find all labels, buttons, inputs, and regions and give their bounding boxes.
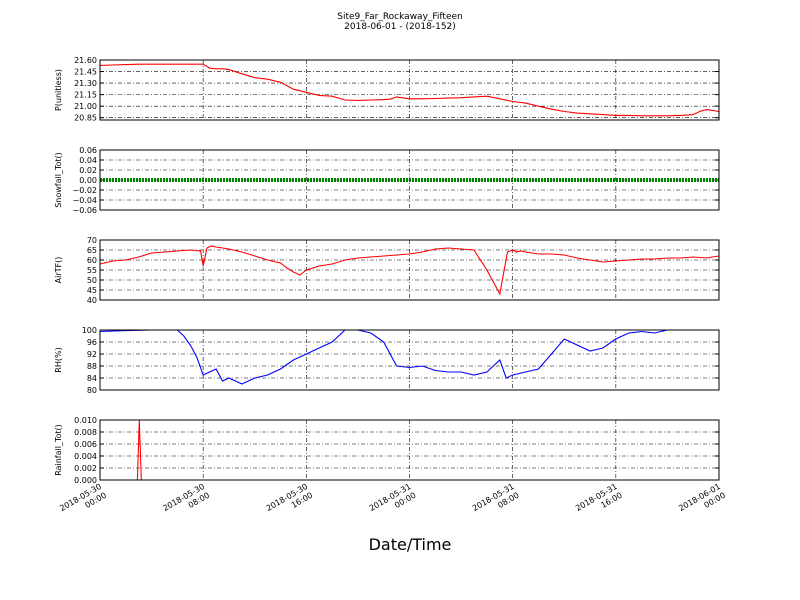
ytick-label: 50 [87, 276, 97, 285]
chart-title: Site9_Far_Rockaway_Fifteen [337, 12, 463, 22]
ytick-label: 21.60 [74, 56, 97, 65]
ytick-label: 80 [87, 386, 97, 395]
ytick-label: 21.30 [74, 79, 97, 88]
ytick-label: 0.008 [74, 428, 97, 437]
ytick-label: 21.15 [74, 91, 97, 100]
panel-frame [99, 329, 720, 391]
pressure-series-line [99, 63, 720, 117]
ytick-label: 96 [87, 338, 97, 347]
panels-group: 21.60 21.45 21.30 21.15 21.00 20.85 P(unitless… [54, 56, 720, 485]
ytick-label: 21.00 [74, 102, 97, 111]
panel-frame [99, 149, 720, 211]
rainfall-panel: 0.010 0.008 0.006 0.004 0.002 0.000 Rainfall_T… [54, 416, 720, 485]
ytick-label: 92 [87, 350, 97, 359]
ytick-label: −0.02 [72, 186, 97, 195]
ytick-label: 65 [87, 246, 97, 255]
ytick-label: 55 [87, 266, 97, 275]
ytick-label: 84 [87, 374, 97, 383]
y-axis-label: AirTF() [54, 257, 63, 284]
ytick-label: 0.02 [79, 166, 97, 175]
ytick-label: 0.000 [74, 476, 97, 485]
panel-frame [99, 239, 720, 301]
ytick-label: 0.004 [74, 452, 97, 461]
y-axis-label: P(unitless) [54, 69, 63, 111]
ytick-label: 0.010 [74, 416, 97, 425]
airtemp-series-line [99, 245, 720, 296]
rh-panel: 100 96 92 88 84 80 RH(%) [54, 326, 720, 395]
snowfall-panel: 0.060.040.020.00−0.02−0.04−0.06 Snowfall_… [54, 146, 720, 215]
ytick-label: 0.006 [74, 440, 97, 449]
ytick-label: 60 [87, 256, 97, 265]
pressure-panel: 21.60 21.45 21.30 21.15 21.00 20.85 P(unitless… [54, 56, 720, 123]
ytick-label: 0.002 [74, 464, 97, 473]
chart-subtitle: 2018-06-01 - (2018-152) [344, 22, 456, 32]
ytick-label: 45 [87, 286, 97, 295]
panel-frame [99, 59, 720, 121]
y-axis-label: RH(%) [54, 347, 63, 372]
ytick-label: 21.45 [74, 68, 97, 77]
y-axis-label: Snowfall_Tot() [54, 152, 63, 208]
ytick-label: −0.04 [72, 196, 97, 205]
ytick-label: 0.00 [79, 176, 97, 185]
ytick-label: 20.85 [74, 114, 97, 123]
ytick-label: 100 [82, 326, 97, 335]
panel-frame [99, 419, 720, 481]
y-axis-label: Rainfall_Tot() [54, 424, 63, 476]
ytick-label: 0.04 [79, 156, 97, 165]
ytick-label: 88 [87, 362, 97, 371]
ytick-label: 0.06 [79, 146, 97, 155]
x-axis-label: Date/Time [369, 535, 452, 554]
ytick-label: −0.06 [72, 206, 97, 215]
ytick-label: 40 [87, 296, 97, 305]
rh-series-line [99, 329, 719, 385]
ytick-label: 70 [87, 236, 97, 245]
